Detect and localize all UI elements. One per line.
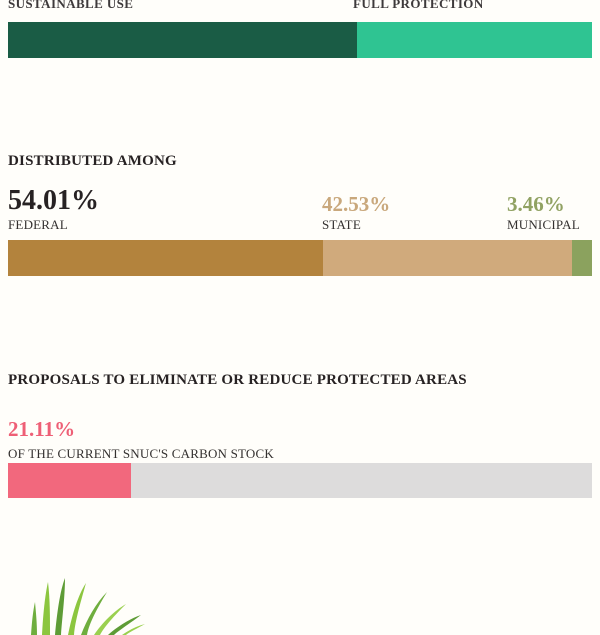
- segment-federal: [8, 240, 324, 276]
- protection-bar: [8, 22, 592, 58]
- stat-state-value: 42.53%: [322, 192, 391, 216]
- sustainable-use-label: SUSTAINABLE USE: [8, 0, 134, 11]
- grass-icon: [31, 578, 145, 635]
- distribution-heading: DISTRIBUTED AMONG: [8, 153, 177, 169]
- proposals-heading: PROPOSALS TO ELIMINATE OR REDUCE PROTECT…: [8, 372, 467, 388]
- stat-state: 42.53% STATE: [322, 194, 390, 232]
- grass-blade: [94, 604, 126, 635]
- stat-federal: 54.01% FEDERAL: [8, 187, 99, 232]
- segment-state: [323, 240, 572, 276]
- stat-federal-value: 54.01%: [8, 185, 99, 216]
- distribution-bar: [8, 240, 592, 276]
- full-protection-label: FULL PROTECTION: [353, 0, 484, 11]
- grass-blade: [42, 582, 50, 635]
- stat-municipal-value: 3.46%: [507, 192, 565, 216]
- proposals-value: 21.11%: [8, 417, 76, 441]
- grass-blade: [108, 615, 141, 635]
- proposals-fill: [8, 463, 132, 498]
- segment-municipal: [571, 240, 592, 276]
- segment-full-protection: [357, 22, 592, 58]
- stat-state-label: STATE: [322, 217, 361, 232]
- grass-blade: [68, 583, 86, 635]
- proposals-bar: [8, 463, 592, 498]
- stat-federal-label: FEDERAL: [8, 217, 68, 232]
- infographic-page: { "page": { "background": "#fffefa" }, "…: [8, 0, 592, 635]
- segment-sustainable-use: [8, 22, 358, 58]
- grass-blade: [55, 578, 65, 635]
- stat-proposals: 21.11% OF THE CURRENT SNUC'S CARBON STOC…: [8, 419, 274, 461]
- proposals-caption: OF THE CURRENT SNUC'S CARBON STOCK: [8, 446, 274, 461]
- stat-municipal: 3.46% MUNICIPAL: [507, 194, 580, 232]
- stat-municipal-label: MUNICIPAL: [507, 217, 580, 232]
- grass-blade: [31, 602, 37, 635]
